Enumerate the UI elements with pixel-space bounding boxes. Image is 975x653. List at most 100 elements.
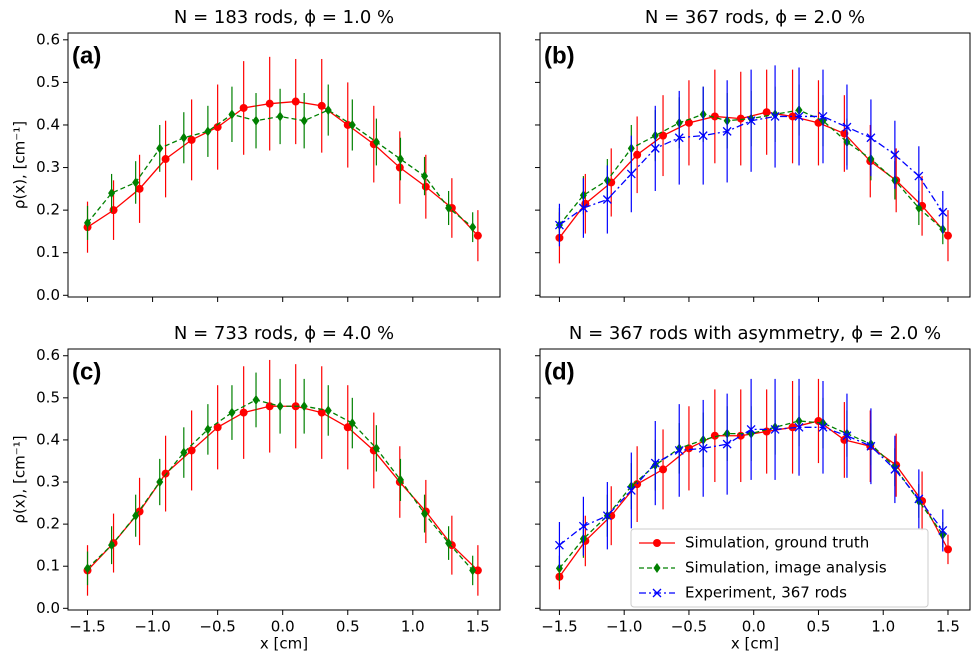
plot-area — [554, 378, 952, 590]
marker — [602, 511, 612, 521]
y-axis-label: ρ(x), [cm⁻¹] — [11, 121, 29, 209]
x-tick-label: −1.0 — [606, 618, 642, 636]
x-tick-label: −1.5 — [69, 618, 105, 636]
marker — [300, 115, 308, 126]
marker — [736, 114, 745, 123]
axes-frame — [67, 348, 501, 611]
marker — [626, 169, 636, 179]
legend-label: Simulation, image analysis — [685, 559, 887, 577]
marker — [180, 447, 188, 458]
marker — [228, 109, 236, 120]
marker — [736, 431, 745, 440]
marker — [204, 424, 212, 435]
y-tick-label: 0.2 — [36, 515, 60, 533]
marker — [187, 446, 196, 455]
marker — [914, 494, 924, 504]
marker — [842, 431, 852, 441]
marker — [469, 565, 477, 576]
chart-title: N = 733 rods, ϕ = 4.0 % — [174, 323, 394, 344]
marker — [324, 405, 332, 416]
marker — [473, 566, 482, 575]
chart-title: N = 367 rods, ϕ = 2.0 % — [645, 7, 865, 28]
marker — [252, 394, 260, 405]
x-axis-label: x [cm] — [260, 635, 308, 653]
y-tick-label: 0.0 — [36, 286, 60, 304]
y-tick-label: 0.3 — [36, 158, 60, 176]
x-tick-label: 0.5 — [336, 618, 360, 636]
marker — [626, 485, 636, 495]
marker — [473, 231, 482, 240]
axes-frame — [67, 32, 501, 298]
marker — [842, 122, 852, 132]
marker — [84, 217, 92, 228]
marker — [650, 458, 660, 468]
marker — [746, 116, 756, 126]
marker — [324, 105, 332, 116]
marker — [674, 133, 684, 143]
marker — [109, 206, 118, 215]
marker — [84, 563, 92, 574]
marker — [674, 445, 684, 455]
marker — [633, 150, 642, 159]
legend-label: Simulation, ground truth — [685, 534, 869, 552]
y-tick-label: 0.1 — [36, 557, 60, 575]
marker — [213, 423, 222, 432]
marker — [204, 126, 212, 137]
marker — [746, 424, 756, 434]
marker — [684, 444, 693, 453]
marker — [445, 538, 453, 549]
marker — [317, 408, 326, 417]
marker — [276, 111, 284, 122]
marker — [252, 115, 260, 126]
marker — [554, 540, 564, 550]
marker — [396, 474, 404, 485]
marker — [343, 423, 352, 432]
y-axis-label: ρ(x), [cm⁻¹] — [11, 435, 29, 523]
y-tick-label: 0.1 — [36, 243, 60, 261]
x-tick-label: 1.5 — [936, 618, 960, 636]
marker — [578, 521, 588, 531]
marker — [762, 427, 771, 436]
marker — [818, 422, 828, 432]
marker — [135, 184, 144, 193]
marker — [276, 401, 284, 412]
marker — [722, 126, 732, 136]
marker — [317, 101, 326, 110]
marker — [396, 154, 404, 165]
marker — [213, 123, 222, 132]
marker — [132, 177, 140, 188]
marker — [938, 525, 948, 535]
marker — [818, 111, 828, 121]
y-tick-label: 0.2 — [36, 201, 60, 219]
marker — [762, 108, 771, 117]
x-tick-label: −0.5 — [671, 618, 707, 636]
marker — [108, 188, 116, 199]
marker — [469, 222, 477, 233]
marker — [228, 407, 236, 418]
marker — [943, 545, 952, 554]
marker — [372, 137, 380, 148]
panel-label: (d) — [544, 358, 575, 385]
panel-label: (b) — [544, 42, 575, 69]
marker — [348, 119, 356, 130]
y-tick-label: 0.3 — [36, 473, 60, 491]
marker — [866, 133, 876, 143]
marker — [161, 155, 170, 164]
marker — [300, 401, 308, 412]
marker — [578, 203, 588, 213]
marker — [180, 132, 188, 143]
marker — [914, 171, 924, 181]
marker — [698, 131, 708, 141]
marker — [156, 143, 164, 154]
legend-label: Experiment, 367 rods — [685, 584, 847, 602]
legend-marker — [653, 563, 661, 573]
legend-box — [630, 528, 929, 608]
marker — [291, 97, 300, 106]
x-tick-label: 0.0 — [742, 618, 766, 636]
series-line — [87, 100, 479, 237]
x-tick-label: 1.0 — [401, 618, 425, 636]
chart-title: N = 183 rods, ϕ = 1.0 % — [174, 7, 394, 28]
plot-area — [83, 359, 482, 596]
x-tick-label: 1.5 — [466, 618, 490, 636]
